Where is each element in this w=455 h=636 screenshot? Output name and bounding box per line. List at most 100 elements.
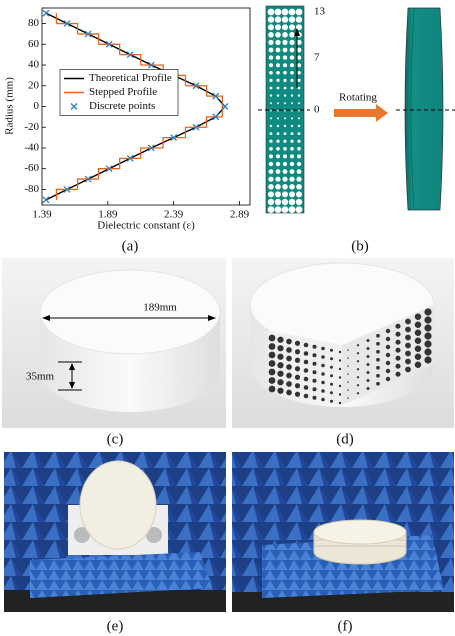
hole: [415, 338, 422, 345]
hole: [405, 335, 411, 341]
hole: [357, 360, 359, 362]
hole: [269, 140, 272, 143]
hole: [290, 71, 294, 75]
hole: [276, 55, 280, 59]
hole: [270, 117, 272, 119]
hole: [282, 177, 287, 182]
hole: [290, 79, 293, 82]
hole: [277, 117, 279, 119]
step-segment: [99, 169, 120, 179]
hole: [297, 140, 300, 143]
caption: (c): [107, 431, 124, 447]
hole: [312, 370, 316, 374]
hole: [268, 191, 274, 197]
hole: [357, 376, 359, 378]
hole: [339, 351, 341, 353]
hole: [405, 343, 411, 349]
hole: [386, 377, 390, 381]
hole: [282, 32, 288, 38]
y-tick-label: -80: [24, 183, 39, 195]
action-label: Rotating: [339, 92, 377, 104]
hole: [415, 354, 422, 361]
hole: [304, 385, 309, 390]
hole: [286, 347, 292, 353]
hole: [386, 345, 390, 349]
y-axis-label: Radius (mm): [4, 77, 16, 135]
hole: [339, 376, 341, 378]
hole: [291, 125, 293, 127]
hole: [295, 392, 300, 397]
hole: [277, 345, 283, 351]
hole: [276, 169, 281, 174]
hole: [376, 342, 380, 346]
rotate-arrow: [334, 104, 388, 122]
y-tick-label: 60: [28, 38, 40, 50]
hole: [286, 390, 292, 396]
hole: [286, 381, 292, 387]
hole: [275, 191, 281, 197]
panel-d: [232, 258, 454, 428]
hole: [283, 55, 287, 59]
hole: [276, 154, 280, 158]
hole: [277, 388, 283, 394]
legend-label: Theoretical Profile: [89, 72, 172, 84]
hole: [283, 169, 288, 174]
hole: [277, 362, 283, 368]
hole: [270, 110, 272, 112]
discrete-point: [43, 197, 49, 203]
caption: (f): [338, 618, 353, 634]
hole: [290, 147, 294, 151]
height-label: 35mm: [26, 371, 55, 383]
y-tick-label: -60: [24, 162, 39, 174]
hole: [286, 364, 292, 370]
hole: [282, 9, 289, 16]
hole: [321, 398, 325, 402]
hole: [312, 387, 316, 391]
hole: [284, 110, 286, 112]
hole: [376, 358, 380, 362]
y-tick-label: 40: [28, 59, 40, 71]
hole: [298, 102, 300, 104]
hole: [339, 368, 341, 370]
hole: [277, 102, 279, 104]
hole: [298, 125, 300, 127]
hole: [357, 392, 359, 394]
hole: [347, 381, 349, 383]
hole: [282, 16, 288, 22]
hole: [386, 369, 390, 373]
hole: [415, 330, 422, 337]
hole: [304, 360, 309, 365]
hole: [395, 372, 400, 377]
hole: [282, 199, 288, 205]
hole: [283, 63, 287, 67]
hole: [295, 383, 300, 388]
x-tick-label: 2.39: [164, 209, 184, 221]
step-segment: [78, 179, 99, 189]
hole: [290, 55, 294, 59]
hole: [424, 348, 431, 355]
discrete-point: [43, 10, 49, 16]
hole: [277, 379, 283, 385]
hole: [283, 154, 287, 158]
hole: [284, 94, 286, 96]
hole: [297, 63, 301, 67]
hole: [277, 354, 283, 360]
hole: [284, 125, 286, 127]
hole: [296, 16, 302, 22]
chart-a: Radius (mm) Dielectric constant (ε) -80 -…: [4, 8, 250, 232]
hole: [289, 40, 294, 45]
hole: [339, 385, 341, 387]
hole: [330, 391, 333, 394]
hole: [296, 199, 302, 205]
step-segment: [185, 86, 206, 96]
hole: [277, 132, 280, 135]
hole: [291, 117, 293, 119]
hole: [269, 369, 276, 376]
hole: [330, 374, 333, 377]
hole: [284, 102, 286, 104]
y-tick-label: -20: [24, 121, 39, 133]
hole: [268, 32, 274, 38]
x-axis-label: Dielectric constant (ε): [97, 220, 195, 232]
hole: [277, 337, 283, 343]
hole: [283, 48, 288, 53]
